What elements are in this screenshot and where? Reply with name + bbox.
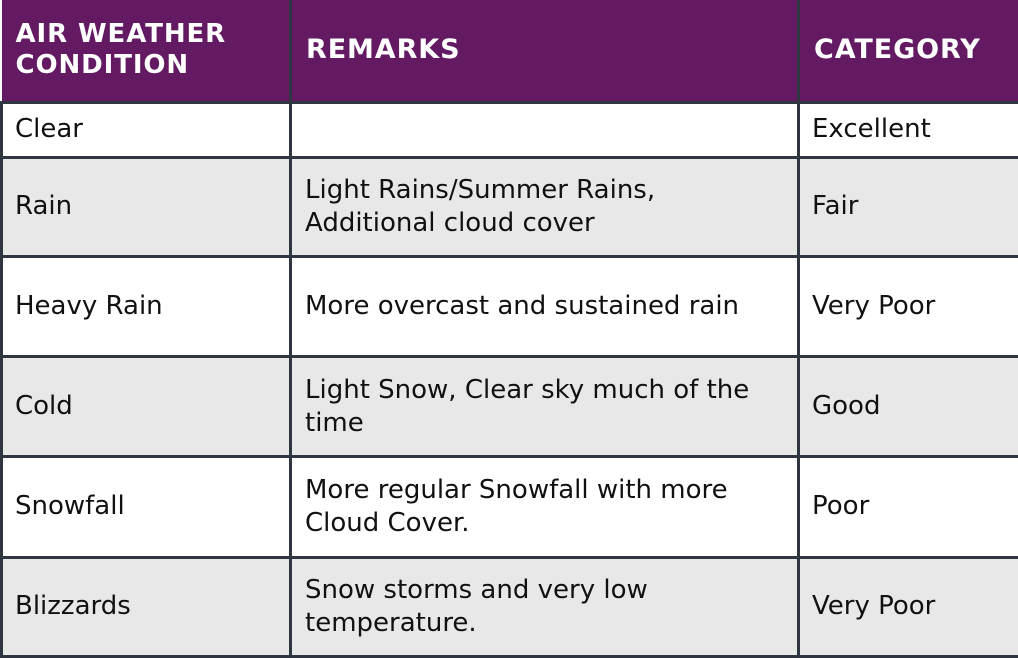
table-row: Blizzards Snow storms and very low tempe… xyxy=(0,555,1018,658)
cell-remarks: Light Snow, Clear sky much of the time xyxy=(289,355,800,459)
cell-remarks-text: Light Rains/Summer Rains, Additional clo… xyxy=(305,174,656,238)
cell-remarks-text: More regular Snowfall with more Cloud Co… xyxy=(305,474,728,539)
table-row: Heavy Rain More overcast and sustained r… xyxy=(0,254,1018,359)
cell-category: Poor xyxy=(797,455,1018,559)
cell-condition-text: Clear xyxy=(15,113,83,144)
table-header: AIR WEATHER CONDITION REMARKS CATEGORY xyxy=(1,0,1018,102)
cell-category-text: Poor xyxy=(812,491,870,522)
column-header-category: CATEGORY xyxy=(798,0,1018,102)
cell-remarks: Light Rains/Summer Rains, Additional clo… xyxy=(289,155,800,258)
cell-condition: Rain xyxy=(0,155,292,258)
cell-condition-text: Rain xyxy=(15,191,73,222)
cell-category-text: Excellent xyxy=(812,113,931,144)
table-row: Clear Excellent xyxy=(0,100,1018,159)
cell-remarks-text: Snow storms and very low temperature. xyxy=(305,574,648,638)
cell-condition-text: Snowfall xyxy=(15,491,125,522)
cell-category: Very Poor xyxy=(797,555,1018,658)
table-row: Rain Light Rains/Summer Rains, Additiona… xyxy=(0,155,1018,258)
column-header-line-2: CONDITION xyxy=(15,50,190,81)
cell-remarks-text: Light Snow, Clear sky much of the time xyxy=(305,374,750,438)
table-row: Snowfall More regular Snowfall with more… xyxy=(0,455,1018,559)
cell-category-text: Very Poor xyxy=(812,290,936,321)
cell-category: Fair xyxy=(797,155,1018,258)
cell-remarks-text: More overcast and sustained rain xyxy=(305,290,740,321)
column-header-remarks: REMARKS xyxy=(290,0,800,102)
column-header-line-1: AIR WEATHER xyxy=(15,18,227,49)
table-row: Cold Light Snow, Clear sky much of the t… xyxy=(0,355,1018,459)
cell-condition-text: Heavy Rain xyxy=(15,290,163,321)
cell-condition: Blizzards xyxy=(0,555,292,658)
cell-category: Very Poor xyxy=(797,254,1018,359)
cell-condition-text: Blizzards xyxy=(15,591,131,622)
cell-category: Excellent xyxy=(797,100,1018,159)
cell-remarks: More regular Snowfall with more Cloud Co… xyxy=(289,455,800,559)
cell-category-text: Fair xyxy=(812,191,859,222)
cell-category-text: Very Poor xyxy=(812,591,936,622)
cell-condition: Heavy Rain xyxy=(0,254,292,359)
cell-remarks: Snow storms and very low temperature. xyxy=(289,555,800,658)
cell-condition-text: Cold xyxy=(15,391,73,422)
header-row: AIR WEATHER CONDITION REMARKS CATEGORY xyxy=(1,0,1018,102)
cell-condition: Cold xyxy=(0,355,292,459)
cell-remarks: More overcast and sustained rain xyxy=(289,254,800,359)
cell-category-text: Good xyxy=(812,391,881,422)
table-body: Clear Excellent Rain Light Rains/Summer … xyxy=(0,100,1018,658)
column-header-air-weather-condition: AIR WEATHER CONDITION xyxy=(1,0,292,102)
cell-condition: Snowfall xyxy=(0,455,292,559)
cell-remarks xyxy=(289,100,800,159)
cell-category: Good xyxy=(797,355,1018,459)
cell-condition: Clear xyxy=(0,100,292,159)
